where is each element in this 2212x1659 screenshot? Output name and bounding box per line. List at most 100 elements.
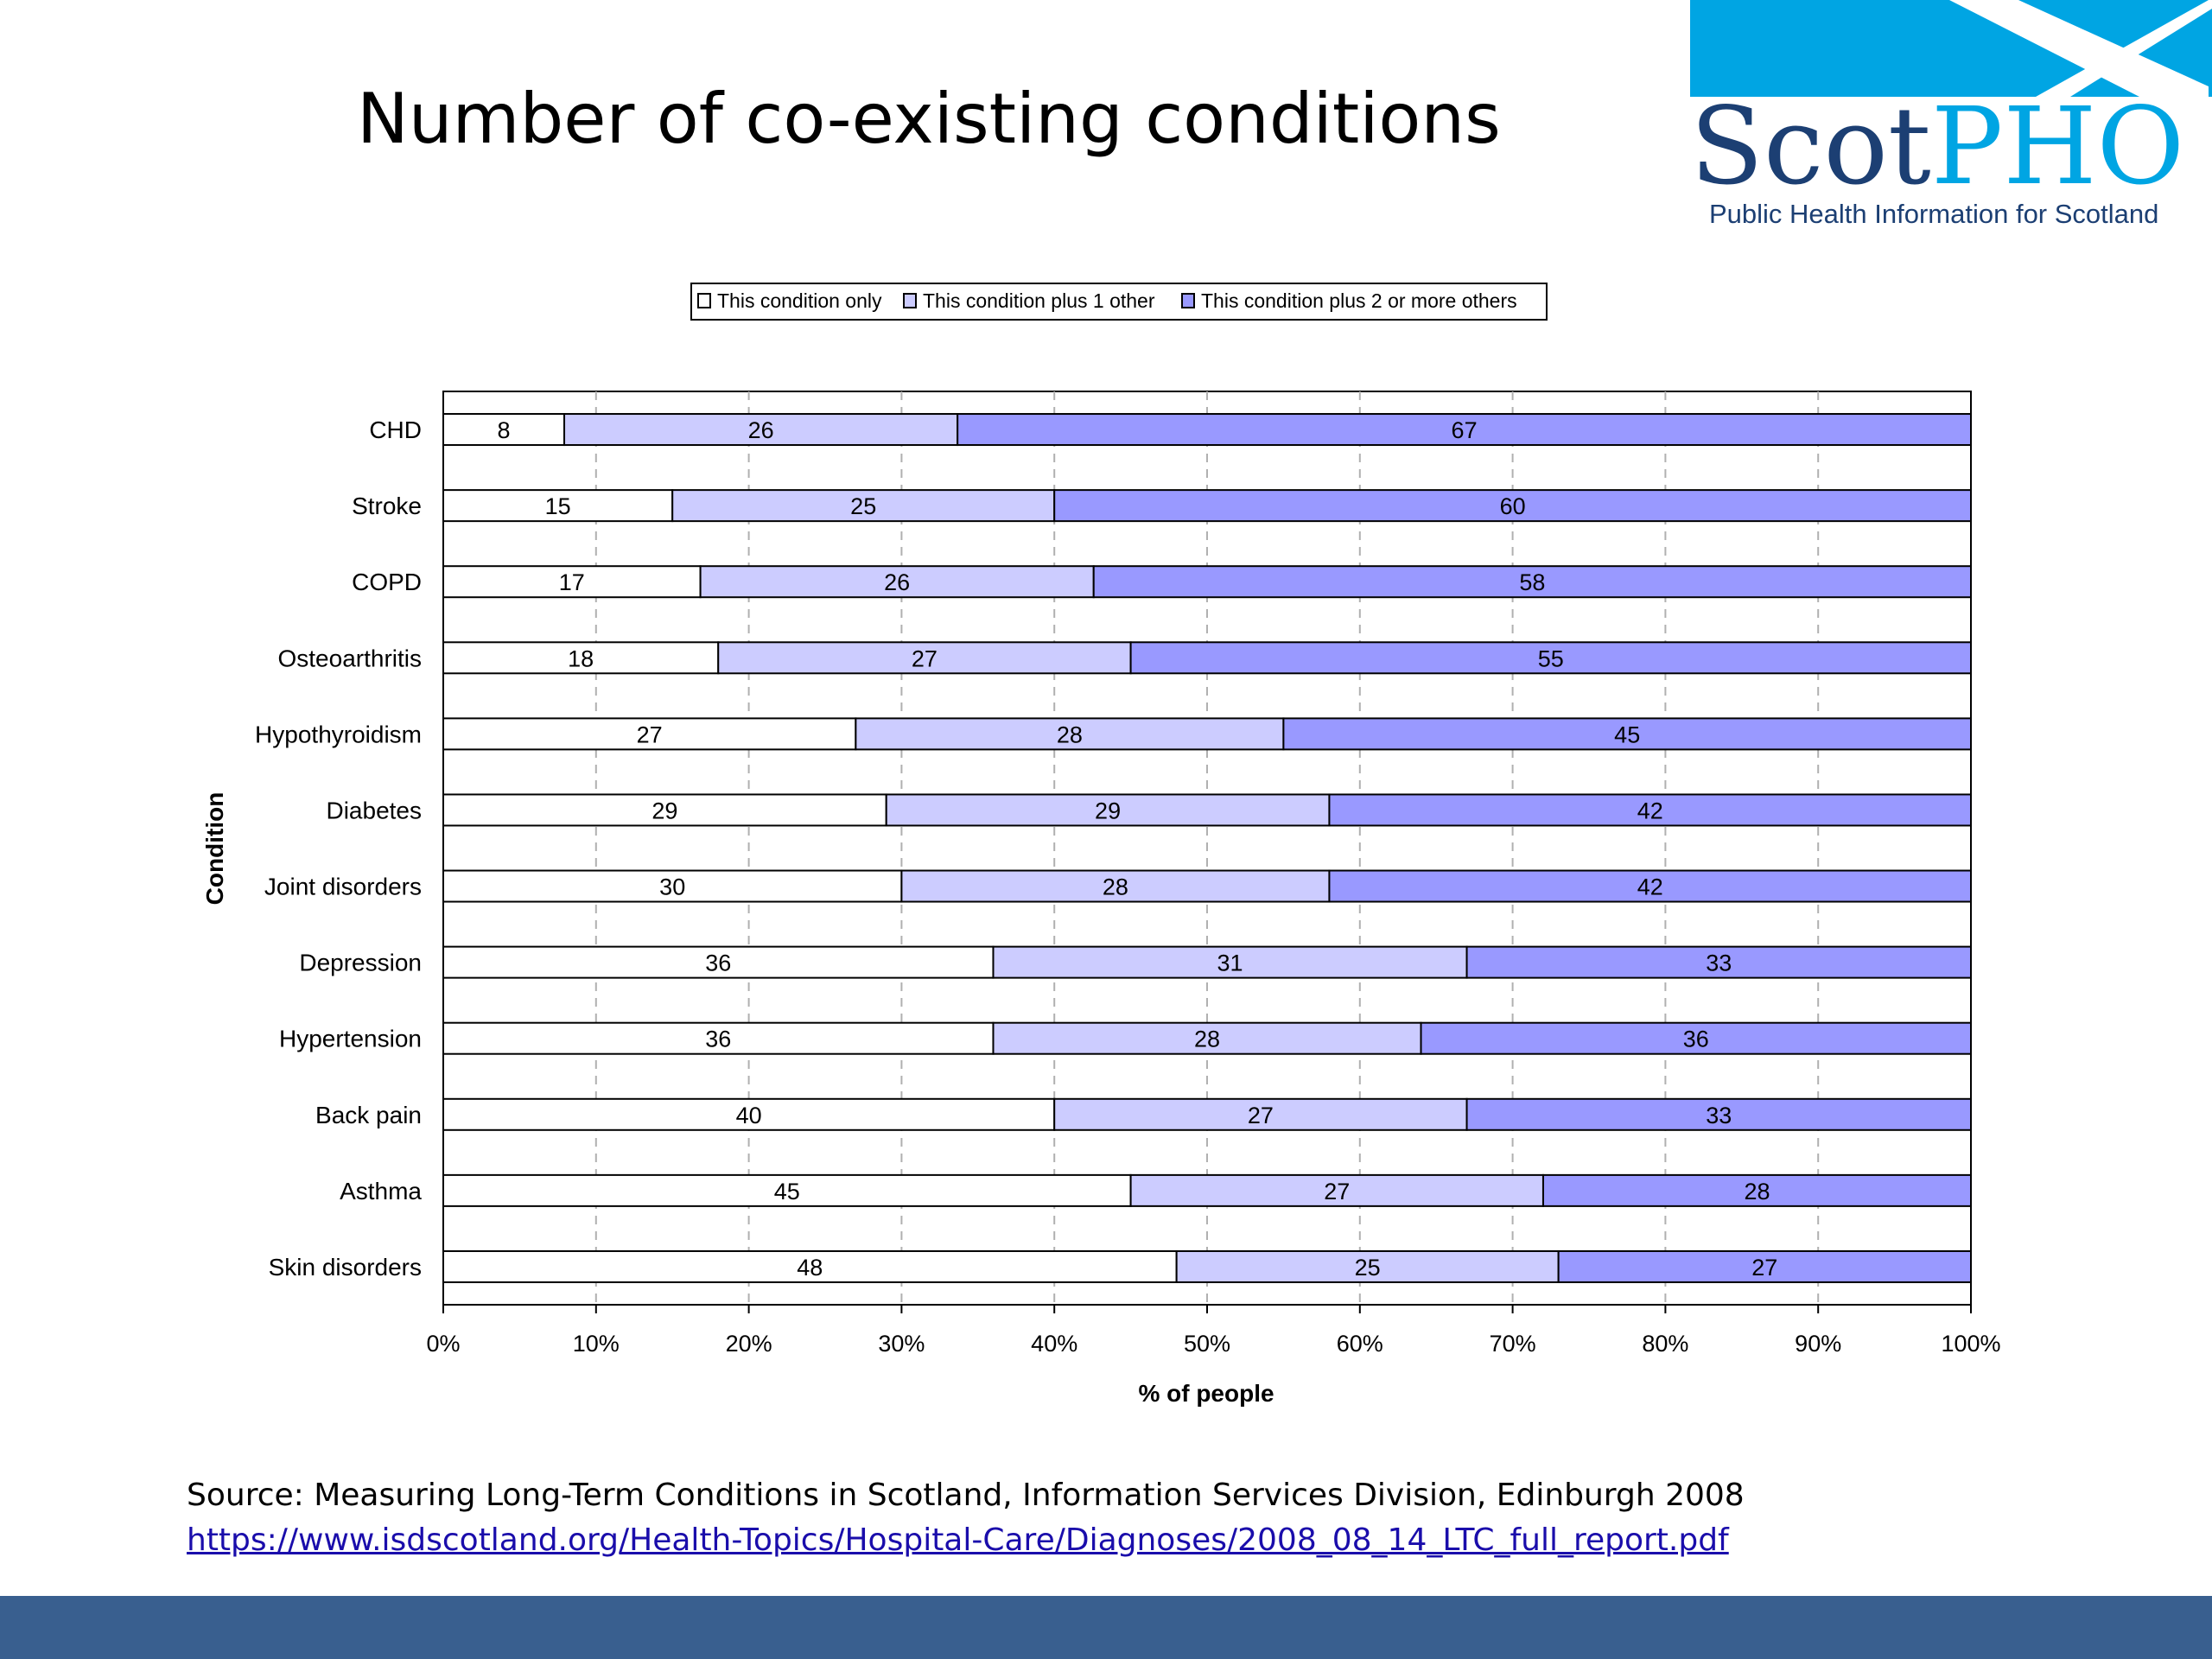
bar-value-label: 29 <box>652 798 677 823</box>
legend-label: This condition only <box>717 289 882 312</box>
bar-value-label: 27 <box>637 721 663 747</box>
saltire-icon <box>1949 0 2212 97</box>
legend-swatch <box>697 293 711 308</box>
x-tick-label: 40% <box>1031 1331 1077 1357</box>
bar-value-label: 17 <box>559 569 585 595</box>
source-link[interactable]: https://www.isdscotland.org/Health-Topic… <box>187 1522 1729 1558</box>
bar-segment <box>717 641 1132 675</box>
bar-value-label: 27 <box>1324 1179 1350 1205</box>
logo-text-scot: Scot <box>1690 85 1931 209</box>
bar-value-label: 15 <box>545 493 571 519</box>
category-label: Stroke <box>352 493 422 519</box>
legend-swatch <box>903 293 917 308</box>
bar-value-label: 28 <box>1103 874 1128 900</box>
logo-banner <box>1690 0 2212 97</box>
bar-value-label: 55 <box>1538 645 1564 671</box>
bar-value-label: 27 <box>1751 1255 1777 1281</box>
bar-segment <box>1282 717 1972 751</box>
bar-segment <box>1541 1173 1972 1207</box>
bar-value-label: 48 <box>797 1255 823 1281</box>
bar-segment <box>1465 1097 1973 1131</box>
category-label: Asthma <box>340 1178 422 1205</box>
category-label: Depression <box>299 950 422 976</box>
bar-segment <box>442 1249 1178 1283</box>
bar-segment <box>1053 1097 1468 1131</box>
x-tick-label: 50% <box>1184 1331 1230 1357</box>
bar-value-label: 31 <box>1217 950 1243 976</box>
bar-segment <box>442 1097 1056 1131</box>
bar-value-label: 8 <box>498 417 511 443</box>
category-label: Osteoarthritis <box>278 645 423 671</box>
bar-segment <box>1328 869 1972 903</box>
source-citation: Source: Measuring Long-Term Conditions i… <box>187 1478 1745 1513</box>
legend-swatch <box>1181 293 1195 308</box>
bar-segment <box>1129 641 1972 675</box>
bar-value-label: 26 <box>748 417 774 443</box>
bar-segment <box>1129 1173 1544 1207</box>
bar-segment <box>442 413 566 447</box>
bar-value-label: 42 <box>1637 874 1663 900</box>
y-axis-title: Condition <box>201 792 228 906</box>
x-tick-label: 80% <box>1642 1331 1688 1357</box>
logo-wordmark: ScotPHO <box>1690 93 2212 201</box>
bar-segment <box>699 565 1095 599</box>
x-tick-label: 60% <box>1337 1331 1383 1357</box>
bar-segment <box>442 1021 995 1055</box>
x-tick-label: 30% <box>878 1331 925 1357</box>
bar-value-label: 27 <box>1248 1103 1274 1128</box>
bar-segment <box>992 945 1468 979</box>
bar-segment <box>885 793 1331 827</box>
bar-segment <box>1053 489 1972 523</box>
bar-segment <box>442 869 903 903</box>
bar-value-label: 40 <box>736 1103 762 1128</box>
bar-value-label: 60 <box>1500 493 1526 519</box>
bar-segment <box>1175 1249 1560 1283</box>
legend-label: This condition plus 2 or more others <box>1201 289 1517 312</box>
bar-segment <box>1420 1021 1972 1055</box>
scotpho-logo: ScotPHO Public Health Information for Sc… <box>1690 0 2212 238</box>
bar-value-label: 36 <box>1683 1027 1709 1052</box>
bar-value-label: 36 <box>705 1027 731 1052</box>
bar-value-label: 30 <box>659 874 685 900</box>
bar-value-label: 28 <box>1194 1027 1220 1052</box>
bar-value-label: 58 <box>1519 569 1545 595</box>
bar-value-label: 33 <box>1706 1103 1732 1128</box>
bar-segment <box>1465 945 1973 979</box>
bar-value-label: 25 <box>1355 1255 1381 1281</box>
bar-segment <box>442 1173 1132 1207</box>
bar-segment <box>442 489 674 523</box>
x-tick-label: 0% <box>426 1331 460 1357</box>
chart-legend: This condition only This condition plus 1… <box>690 283 1548 321</box>
x-tick-label: 100% <box>1941 1331 2000 1357</box>
bar-value-label: 28 <box>1744 1179 1770 1205</box>
category-label: Back pain <box>315 1102 422 1128</box>
bar-segment <box>1557 1249 1972 1283</box>
category-label: Diabetes <box>326 797 422 823</box>
category-label: Hypertension <box>279 1026 422 1052</box>
bar-value-label: 27 <box>912 645 938 671</box>
x-tick-label: 90% <box>1795 1331 1841 1357</box>
legend-frame <box>690 283 1548 321</box>
bar-value-label: 26 <box>884 569 910 595</box>
bar-value-label: 25 <box>850 493 876 519</box>
bar-value-label: 45 <box>1614 721 1640 747</box>
x-tick-label: 10% <box>573 1331 620 1357</box>
category-label: Hypothyroidism <box>255 721 422 747</box>
footer-bar <box>0 1596 2212 1659</box>
bar-segment <box>442 793 887 827</box>
bar-segment <box>957 413 1972 447</box>
x-tick-label: 20% <box>726 1331 772 1357</box>
logo-text-pho: PHO <box>1930 85 2185 209</box>
bar-segment <box>900 869 1331 903</box>
slide-title: Number of co-existing conditions <box>357 79 1501 159</box>
bar-value-label: 33 <box>1706 950 1732 976</box>
category-label: COPD <box>352 569 422 595</box>
x-axis-title: % of people <box>1138 1380 1274 1407</box>
stacked-bar-chart: This condition only This condition plus 1… <box>201 283 2001 1407</box>
legend-label: This condition plus 1 other <box>923 289 1155 312</box>
bar-value-label: 36 <box>705 950 731 976</box>
bar-segment <box>1328 793 1972 827</box>
bar-segment <box>855 717 1285 751</box>
bar-value-label: 29 <box>1095 798 1121 823</box>
x-tick-label: 70% <box>1490 1331 1536 1357</box>
